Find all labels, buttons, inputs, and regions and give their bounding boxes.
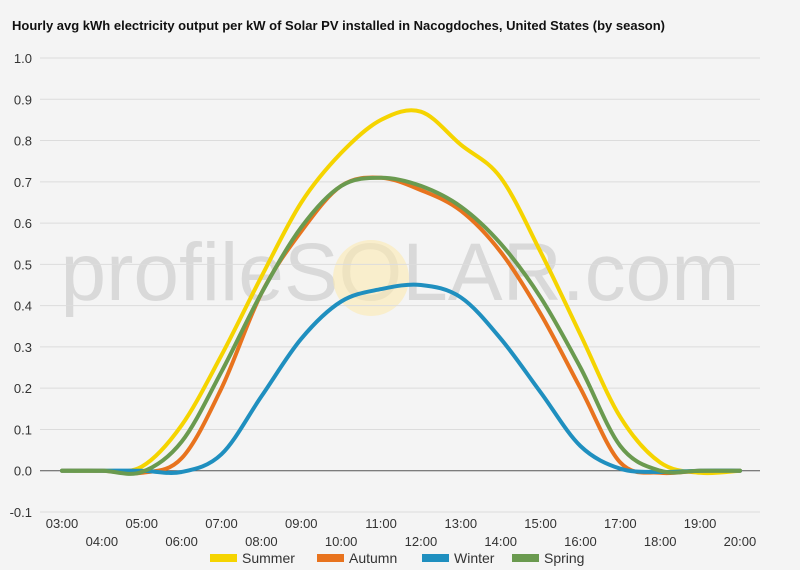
series-lines: [60, 108, 742, 476]
y-tick-label: 0.9: [14, 92, 32, 107]
y-tick-label: -0.1: [10, 505, 32, 520]
chart-title: Hourly avg kWh electricity output per kW…: [12, 18, 666, 33]
x-tick-label: 06:00: [165, 534, 198, 549]
x-tick-label: 05:00: [125, 516, 158, 531]
legend-item-autumn[interactable]: Autumn: [317, 550, 397, 566]
x-tick-label: 10:00: [325, 534, 358, 549]
x-tick-label: 08:00: [245, 534, 278, 549]
x-tick-label: 09:00: [285, 516, 318, 531]
x-tick-label: 07:00: [205, 516, 238, 531]
y-tick-label: 0.3: [14, 340, 32, 355]
y-tick-label: 1.0: [14, 51, 32, 66]
x-tick-label: 18:00: [644, 534, 677, 549]
series-line-spring: [60, 175, 742, 476]
legend-swatch: [512, 554, 539, 562]
y-tick-label: 0.5: [14, 257, 32, 272]
legend-label: Winter: [454, 550, 495, 566]
x-tick-label: 12:00: [405, 534, 438, 549]
x-tick-label: 11:00: [365, 516, 397, 531]
y-tick-label: 0.2: [14, 381, 32, 396]
legend-swatch: [317, 554, 344, 562]
x-tick-label: 17:00: [604, 516, 637, 531]
legend[interactable]: Summer Autumn Winter Spring: [210, 550, 584, 566]
x-tick-label: 20:00: [724, 534, 757, 549]
y-tick-label: 0.7: [14, 175, 32, 190]
y-tick-label: 0.4: [14, 299, 32, 314]
y-tick-label: 0.0: [14, 464, 32, 479]
y-tick-label: 0.6: [14, 216, 32, 231]
grid: [40, 57, 760, 513]
legend-label: Summer: [242, 550, 295, 566]
legend-swatch: [422, 554, 449, 562]
legend-swatch: [210, 554, 237, 562]
x-tick-label: 19:00: [684, 516, 717, 531]
watermark-sun-icon: [333, 240, 409, 316]
legend-item-spring[interactable]: Spring: [512, 550, 584, 566]
series-line-summer: [60, 108, 742, 476]
y-tick-label: 0.1: [14, 422, 32, 437]
x-tick-label: 04:00: [86, 534, 119, 549]
y-tick-label: 0.8: [14, 134, 32, 149]
x-tick-label: 03:00: [46, 516, 79, 531]
x-tick-label: 14:00: [484, 534, 517, 549]
axis-labels: -0.1 0.0 0.1 0.2 0.3 0.4 0.5 0.6 0.7 0.8 0.9 1.0 03:…: [10, 51, 757, 549]
x-tick-label: 15:00: [524, 516, 557, 531]
x-tick-label: 13:00: [445, 516, 478, 531]
x-tick-label: 16:00: [564, 534, 597, 549]
legend-item-winter[interactable]: Winter: [422, 550, 495, 566]
series-line-winter: [60, 282, 742, 475]
legend-label: Spring: [544, 550, 584, 566]
legend-label: Autumn: [349, 550, 397, 566]
legend-item-summer[interactable]: Summer: [210, 550, 295, 566]
